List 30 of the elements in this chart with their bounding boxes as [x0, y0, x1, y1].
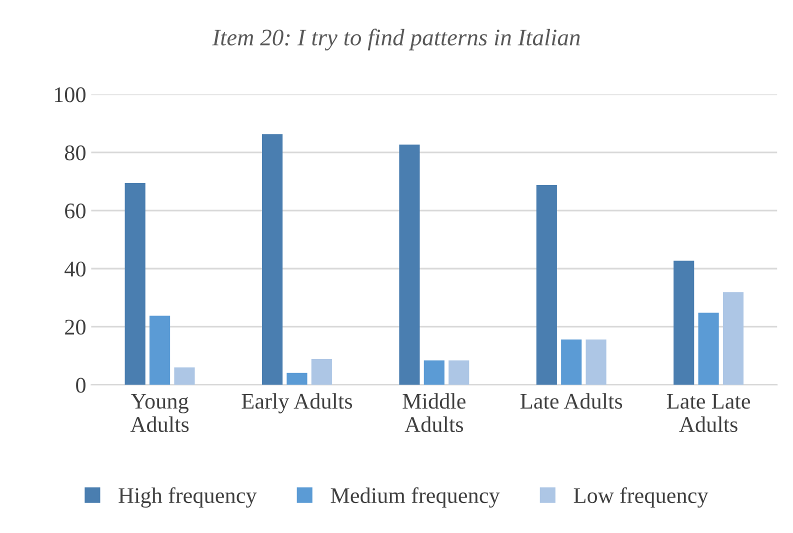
bar [698, 312, 719, 385]
legend-label: Low frequency [574, 487, 708, 508]
bar [722, 292, 744, 385]
x-tick-label: Early Adults [242, 393, 352, 414]
legend-label: Medium frequency [330, 487, 500, 508]
y-tick-label: 0 [76, 378, 86, 393]
bar [561, 340, 582, 385]
x-tick-label: Late Late Adults [666, 394, 750, 432]
bar [311, 358, 332, 385]
bar [399, 144, 420, 385]
legend-label: High frequency [118, 487, 257, 508]
bar [448, 360, 470, 385]
bar [174, 367, 195, 385]
y-tick-label: 20 [65, 320, 86, 335]
bar [586, 340, 606, 385]
y-tick-label: 60 [65, 203, 86, 218]
bar [124, 182, 146, 385]
x-tick-label: Middle Adults [402, 393, 466, 432]
bar [286, 372, 308, 385]
x-tick-label: Young Adults [130, 394, 189, 432]
bar [424, 360, 444, 385]
bar [262, 134, 283, 385]
y-tick-label: 40 [64, 262, 86, 277]
bar [536, 184, 557, 385]
bar [674, 260, 694, 385]
bar [150, 316, 170, 385]
y-tick-label: 80 [64, 145, 86, 160]
y-tick-label: 100 [54, 87, 86, 102]
x-tick-label: Late Adults [520, 393, 622, 409]
chart-title: Item 20: I try to find patterns in Italian [212, 28, 580, 50]
